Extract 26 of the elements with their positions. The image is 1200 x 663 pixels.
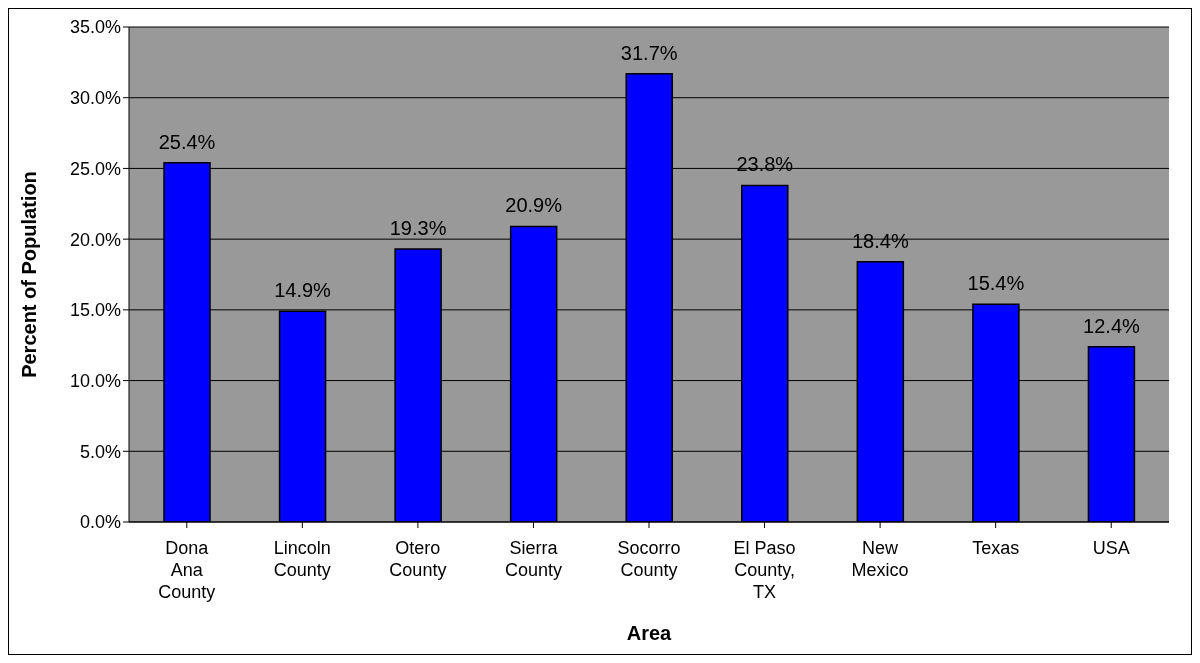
data-label: 25.4%: [158, 130, 216, 153]
y-axis-title: Percent of Population: [18, 171, 41, 378]
y-tick-label: 10.0%: [69, 370, 121, 391]
x-tick-label: USA: [1092, 538, 1130, 558]
x-tick-label: Dona Ana County: [158, 538, 216, 602]
x-tick-label: New Mexico: [851, 538, 909, 580]
data-label: 12.4%: [1083, 314, 1141, 337]
data-label: 20.9%: [505, 194, 563, 217]
x-tick-label: Otero County: [389, 538, 447, 580]
data-label: 15.4%: [967, 272, 1025, 295]
y-tick-label: 15.0%: [69, 300, 121, 321]
x-axis-title: Area: [626, 622, 673, 644]
x-tick-label: Socorro County: [617, 538, 681, 580]
y-tick-label: 25.0%: [69, 158, 121, 179]
x-tick-label: Sierra County: [504, 538, 562, 580]
y-tick-label: 0.0%: [79, 512, 121, 533]
data-label: 31.7%: [620, 41, 678, 64]
y-tick-label: 35.0%: [69, 17, 121, 38]
x-tick-label: El Paso County, TX: [733, 538, 796, 602]
x-tick-label: Texas: [972, 538, 1020, 558]
x-tick-label: Lincoln County: [273, 538, 331, 580]
y-tick-label: 30.0%: [69, 88, 121, 109]
y-tick-label: 20.0%: [69, 229, 121, 250]
data-label: 19.3%: [389, 217, 447, 240]
data-label: 14.9%: [274, 279, 332, 302]
y-tick-label: 5.0%: [79, 441, 121, 462]
